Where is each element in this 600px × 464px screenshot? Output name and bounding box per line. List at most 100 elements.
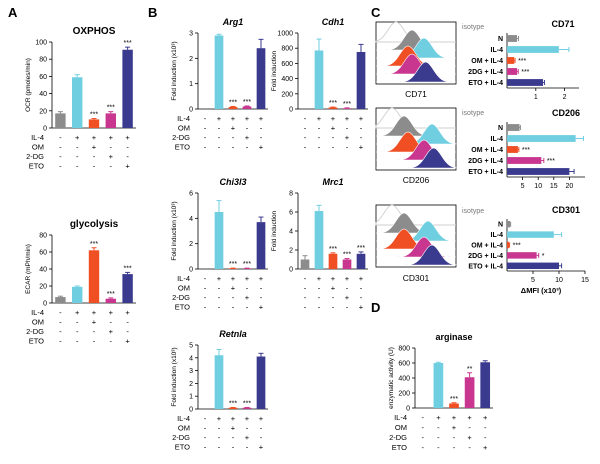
category-label: 2DG + IL-4 <box>468 253 503 260</box>
significance-label: *** <box>243 400 251 407</box>
y-tick-label: 20 <box>39 284 47 291</box>
y-tick-label: 800 <box>281 46 293 53</box>
histogram-trace <box>376 244 457 266</box>
treatment-sign: - <box>204 443 207 452</box>
significance-label: *** <box>329 246 337 253</box>
category-label: OM + IL-4 <box>471 243 503 250</box>
treatment-row-label: OM <box>32 143 44 152</box>
chart-title: Cdh1 <box>322 17 345 27</box>
treatment-sign: - <box>59 327 62 336</box>
significance-label: *** <box>243 99 251 106</box>
histogram-axis-label: CD71 <box>405 89 427 99</box>
chart-title: CD301 <box>552 205 580 215</box>
treatment-sign: + <box>483 413 488 422</box>
bar <box>71 286 83 303</box>
treatment-sign: - <box>484 433 487 442</box>
treatment-sign: + <box>75 133 80 142</box>
category-label: N <box>498 125 503 132</box>
histogram-trace <box>376 29 456 51</box>
significance-label: *** <box>229 261 237 268</box>
treatment-sign: - <box>260 433 263 442</box>
treatment-sign: - <box>360 133 363 142</box>
x-tick-label: 10 <box>555 277 563 284</box>
treatment-sign: - <box>93 152 96 161</box>
bar <box>507 231 554 238</box>
significance-label: *** <box>124 40 132 47</box>
isotype-label: isotype <box>462 208 484 215</box>
y-tick-label: 6 <box>189 191 193 198</box>
treatment-sign: + <box>245 114 250 123</box>
treatment-sign: - <box>232 293 235 302</box>
treatment-row-label: OM <box>178 284 190 293</box>
treatment-sign: - <box>260 124 263 133</box>
bar <box>242 106 252 109</box>
significance-label: *** <box>513 243 521 250</box>
treatment-sign: - <box>246 143 249 152</box>
bar <box>214 212 224 269</box>
treatment-sign: - <box>232 303 235 312</box>
y-axis-label: Fold induction (x10³) <box>171 41 178 100</box>
significance-label: *** <box>124 265 132 272</box>
bar <box>122 49 133 128</box>
treatment-sign: - <box>332 303 335 312</box>
y-tick-label: 60 <box>39 74 47 81</box>
category-label: IL-4 <box>491 232 504 239</box>
treatment-sign: + <box>331 124 336 133</box>
bar <box>328 107 338 109</box>
treatment-sign: - <box>304 133 307 142</box>
treatment-sign: - <box>453 443 456 452</box>
y-tick-label: 800 <box>398 346 410 353</box>
bar <box>507 252 537 259</box>
significance-label: *** <box>522 147 530 154</box>
bar <box>300 259 310 269</box>
treatment-sign: + <box>92 143 97 152</box>
y-tick-label: 1 <box>189 394 193 401</box>
bar <box>242 407 252 409</box>
histogram-trace <box>376 61 456 83</box>
histogram-frame <box>375 204 457 268</box>
treatment-sign: + <box>483 443 488 452</box>
treatment-sign: - <box>260 133 263 142</box>
category-label: ETO + IL-4 <box>468 263 503 270</box>
treatment-sign: + <box>359 114 364 123</box>
treatment-sign: - <box>484 423 487 432</box>
histogram-trace <box>376 53 456 75</box>
significance-label: *** <box>229 99 237 106</box>
treatment-sign: - <box>332 133 335 142</box>
bar <box>105 298 117 303</box>
category-label: N <box>498 222 503 229</box>
y-axis-label: enzymatic activity (U) <box>388 347 395 409</box>
y-tick-label: 0 <box>43 126 47 133</box>
treatment-sign: - <box>126 327 129 336</box>
y-tick-label: 40 <box>39 91 47 98</box>
treatment-sign: - <box>318 284 321 293</box>
treatment-sign: + <box>467 433 472 442</box>
treatment-sign: + <box>245 274 250 283</box>
histogram-trace <box>375 212 456 234</box>
y-tick-label: 4 <box>189 355 193 362</box>
bar <box>507 124 520 131</box>
treatment-row-label: 2-DG <box>26 152 44 161</box>
treatment-sign: - <box>468 443 471 452</box>
y-tick-label: 4 <box>189 216 193 223</box>
treatment-sign: - <box>260 284 263 293</box>
treatment-sign: - <box>204 293 207 302</box>
panel-label-a: A <box>8 5 18 20</box>
treatment-sign: + <box>259 143 264 152</box>
treatment-row-label: 2-DG <box>389 433 407 442</box>
treatment-row-label: IL-4 <box>394 413 407 422</box>
y-tick-label: 0 <box>406 406 410 413</box>
treatment-sign: - <box>422 443 425 452</box>
treatment-sign: + <box>452 413 457 422</box>
treatment-sign: + <box>245 293 250 302</box>
treatment-sign: - <box>204 414 207 423</box>
treatment-sign: - <box>246 303 249 312</box>
isotype-label: isotype <box>462 24 484 31</box>
panel-label-c: C <box>371 5 381 20</box>
significance-label: * <box>542 253 545 260</box>
treatment-sign: - <box>318 293 321 302</box>
bar <box>256 48 266 109</box>
isotype-histogram <box>375 204 456 226</box>
bar <box>464 377 475 408</box>
treatment-grid-cdh1: - + + + +- - + - -- - - + -- - - - + <box>304 114 364 152</box>
